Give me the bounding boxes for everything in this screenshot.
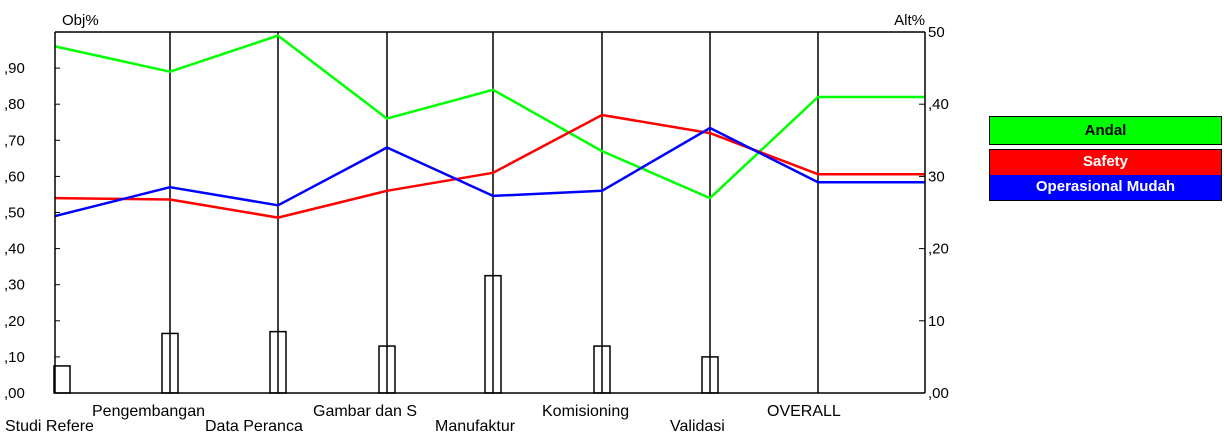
category-label: Gambar dan S: [313, 403, 417, 420]
weight-bar: [53, 365, 71, 394]
legend-label-andal: Andal: [1084, 122, 1127, 139]
left-tick-label: ,70: [4, 132, 25, 149]
category-label: Validasi: [670, 418, 725, 435]
series-line-operasional-mudah: [54, 126, 925, 218]
legend-label-operasional-mudah: Operasional Mudah: [1035, 178, 1176, 195]
left-tick-label: ,40: [4, 241, 25, 258]
category-label: Data Peranca: [205, 418, 303, 435]
right-tick-label: ,00: [928, 385, 949, 402]
right-tick-label: ,20: [928, 241, 949, 258]
category-label: Komisioning: [542, 403, 629, 420]
category-label: Manufaktur: [435, 418, 516, 435]
legend-item-operasional-mudah: Operasional Mudah: [989, 175, 1222, 201]
right-tick-label: 50: [928, 24, 945, 41]
category-gridlines: [169, 32, 819, 393]
weight-bars: [53, 274, 719, 394]
left-tick-label: ,20: [4, 313, 25, 330]
left-tick-label: ,60: [4, 168, 25, 185]
category-label: Studi Refere: [5, 418, 94, 435]
left-tick-label: ,80: [4, 96, 25, 113]
left-tick-label: ,90: [4, 60, 25, 77]
right-tick-label: ,40: [928, 96, 949, 113]
left-tick-label: ,10: [4, 349, 25, 366]
right-axis-label: Alt%: [894, 12, 925, 29]
series-line-safety: [54, 113, 925, 219]
right-axis-ticks: ,00 10 ,20 30 ,40 50: [919, 24, 949, 402]
left-tick-label: ,00: [4, 385, 25, 402]
right-tick-label: 30: [928, 168, 945, 185]
legend-item-safety: Safety: [989, 149, 1222, 175]
legend-label-safety: Safety: [1082, 153, 1129, 170]
left-axis-ticks: ,00 ,10 ,20 ,30 ,40 ,50 ,60 ,70 ,80 ,90: [4, 60, 60, 402]
legend-item-andal: Andal: [989, 116, 1222, 145]
left-tick-label: ,30: [4, 277, 25, 294]
plot-frame: [54, 31, 926, 394]
right-tick-label: 10: [928, 313, 945, 330]
left-tick-label: ,50: [4, 205, 25, 222]
category-label: Pengembangan: [92, 403, 205, 420]
series-lines: [54, 34, 925, 219]
left-axis-label: Obj%: [62, 12, 99, 29]
category-label: OVERALL: [767, 403, 841, 420]
series-line-andal: [54, 34, 925, 200]
